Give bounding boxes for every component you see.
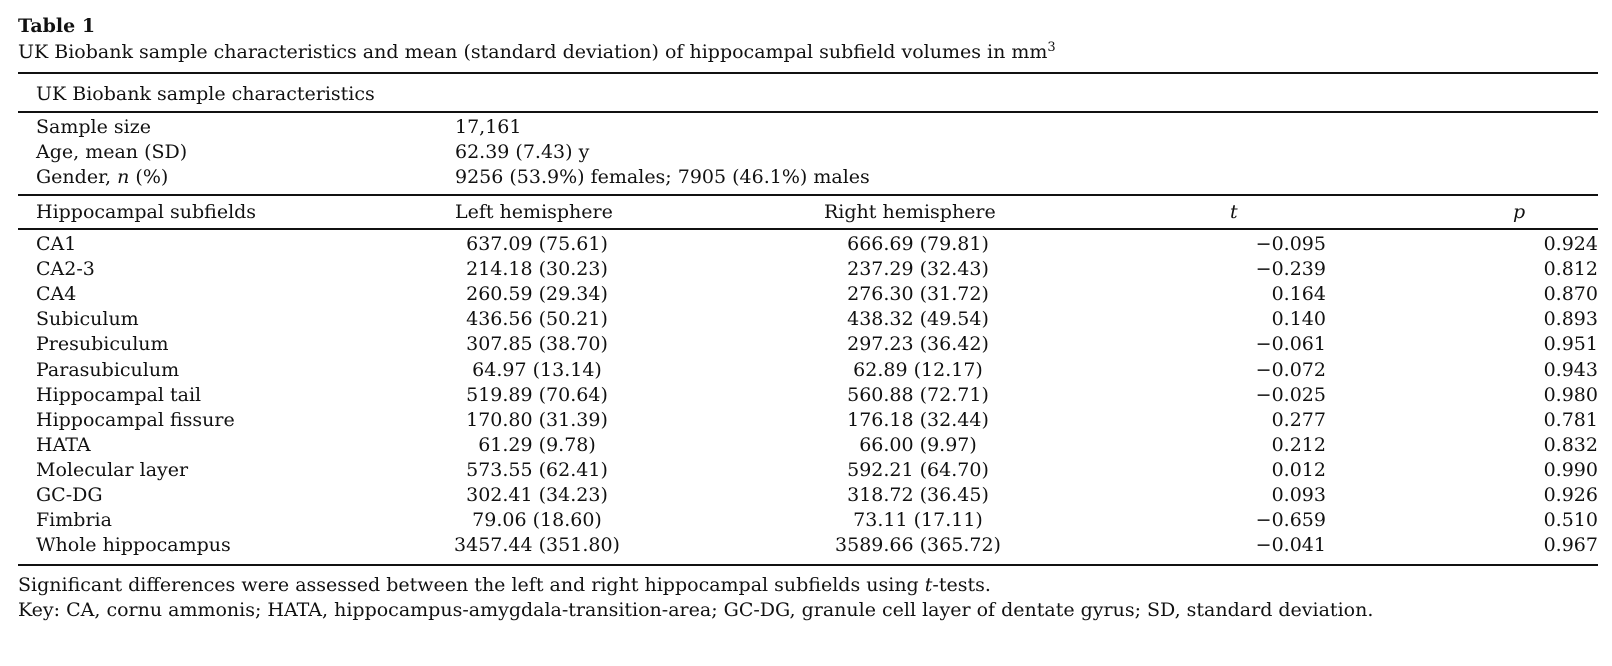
left-hemisphere-value: 64.97 (13.14) — [472, 358, 602, 381]
subfield-name: CA4 — [36, 283, 77, 306]
char-name: Sample size — [36, 116, 151, 138]
p-value: 0.980 — [1543, 383, 1598, 406]
left-hemisphere-value: 79.06 (18.60) — [472, 509, 602, 532]
footnote-key: Key: CA, cornu ammonis; HATA, hippocampu… — [18, 599, 1374, 621]
char-value: 17,161 — [455, 116, 522, 138]
table-caption: UK Biobank sample characteristics and me… — [18, 41, 1056, 63]
left-hemisphere-value: 302.41 (34.23) — [466, 484, 608, 506]
t-value: 0.212 — [1271, 433, 1326, 456]
header-top-rule — [18, 194, 1598, 196]
char-value: 62.39 (7.43) y — [455, 141, 590, 163]
p-value: 0.924 — [1543, 233, 1598, 255]
t-value: 0.093 — [1271, 484, 1326, 506]
footnote-significance: Significant differences were assessed be… — [18, 574, 991, 596]
top-rule — [18, 72, 1598, 74]
p-value: 0.781 — [1543, 408, 1598, 431]
t-value: 0.164 — [1271, 283, 1326, 306]
subfield-name: CA2-3 — [36, 258, 95, 281]
t-value: −0.659 — [1255, 509, 1326, 532]
subfield-name: Subiculum — [36, 308, 139, 331]
t-value: −0.095 — [1255, 233, 1326, 255]
p-value: 0.510 — [1543, 509, 1598, 532]
t-value: 0.140 — [1271, 308, 1326, 331]
table-label: Table 1 — [18, 15, 96, 37]
right-hemisphere-value: 66.00 (9.97) — [859, 433, 977, 456]
p-value: 0.943 — [1543, 358, 1598, 381]
left-hemisphere-value: 573.55 (62.41) — [466, 458, 608, 481]
t-value: −0.239 — [1255, 258, 1326, 281]
t-value: −0.041 — [1255, 534, 1326, 557]
footnote-post: -tests. — [932, 574, 991, 596]
col-header-t: t — [1230, 201, 1238, 223]
t-value: −0.072 — [1255, 358, 1326, 381]
subfield-name: HATA — [36, 433, 91, 456]
t-value: −0.061 — [1255, 333, 1326, 356]
left-hemisphere-value: 3457.44 (351.80) — [454, 534, 620, 557]
left-hemisphere-value: 307.85 (38.70) — [466, 333, 608, 356]
char-name: Gender, n (%) — [36, 166, 168, 188]
right-hemisphere-value: 276.30 (31.72) — [847, 283, 989, 306]
subfield-name: Hippocampal fissure — [36, 408, 235, 431]
p-value: 0.870 — [1543, 283, 1598, 306]
subfield-name: Presubiculum — [36, 333, 169, 356]
right-hemisphere-value: 438.32 (49.54) — [847, 308, 989, 331]
char-name-post: (%) — [129, 166, 169, 188]
p-value: 0.967 — [1543, 534, 1598, 557]
subfield-name: Molecular layer — [36, 458, 189, 481]
t-value: 0.012 — [1271, 458, 1326, 481]
section-header: UK Biobank sample characteristics — [36, 83, 375, 105]
p-value: 0.926 — [1543, 484, 1598, 506]
section-rule — [18, 111, 1598, 113]
left-hemisphere-value: 519.89 (70.64) — [466, 383, 608, 406]
subfield-name: GC-DG — [36, 484, 103, 506]
char-name: Age, mean (SD) — [36, 141, 188, 163]
char-name-italic: n — [117, 166, 130, 188]
subfield-name: Whole hippocampus — [36, 534, 231, 557]
p-value: 0.951 — [1543, 333, 1598, 356]
right-hemisphere-value: 560.88 (72.71) — [847, 383, 989, 406]
p-value: 0.812 — [1543, 258, 1598, 281]
t-value: −0.025 — [1255, 383, 1326, 406]
footnote-italic: t — [924, 574, 933, 596]
right-hemisphere-value: 3589.66 (365.72) — [835, 534, 1001, 557]
p-value: 0.893 — [1543, 308, 1598, 331]
right-hemisphere-value: 666.69 (79.81) — [847, 233, 989, 255]
bottom-rule — [18, 564, 1598, 566]
t-value: 0.277 — [1271, 408, 1326, 431]
col-header-p: p — [1513, 201, 1526, 223]
footnote-pre: Significant differences were assessed be… — [18, 574, 925, 596]
p-value: 0.832 — [1543, 433, 1598, 456]
col-header-right: Right hemisphere — [824, 201, 996, 223]
right-hemisphere-value: 73.11 (17.11) — [853, 509, 983, 532]
right-hemisphere-value: 237.29 (32.43) — [847, 258, 989, 281]
right-hemisphere-value: 318.72 (36.45) — [847, 484, 989, 506]
p-value: 0.990 — [1543, 458, 1598, 481]
right-hemisphere-value: 62.89 (12.17) — [853, 358, 983, 381]
col-header-subfield: Hippocampal subfields — [36, 201, 257, 223]
col-header-left: Left hemisphere — [455, 201, 613, 223]
left-hemisphere-value: 214.18 (30.23) — [466, 258, 608, 281]
caption-text: UK Biobank sample characteristics and me… — [18, 41, 1048, 63]
left-hemisphere-value: 260.59 (29.34) — [466, 283, 608, 306]
left-hemisphere-value: 61.29 (9.78) — [478, 433, 596, 456]
right-hemisphere-value: 592.21 (64.70) — [847, 458, 989, 481]
left-hemisphere-value: 436.56 (50.21) — [466, 308, 608, 331]
subfield-name: Parasubiculum — [36, 358, 180, 381]
left-hemisphere-value: 637.09 (75.61) — [466, 233, 608, 255]
header-bottom-rule — [18, 228, 1598, 230]
right-hemisphere-value: 176.18 (32.44) — [847, 408, 989, 431]
subfield-name: CA1 — [36, 233, 77, 255]
right-hemisphere-value: 297.23 (36.42) — [847, 333, 989, 356]
char-name-pre: Gender, — [36, 166, 118, 188]
caption-superscript: 3 — [1047, 40, 1056, 55]
char-value: 9256 (53.9%) females; 7905 (46.1%) males — [455, 166, 870, 188]
subfield-name: Hippocampal tail — [36, 383, 202, 406]
left-hemisphere-value: 170.80 (31.39) — [466, 408, 608, 431]
subfield-name: Fimbria — [36, 509, 112, 532]
